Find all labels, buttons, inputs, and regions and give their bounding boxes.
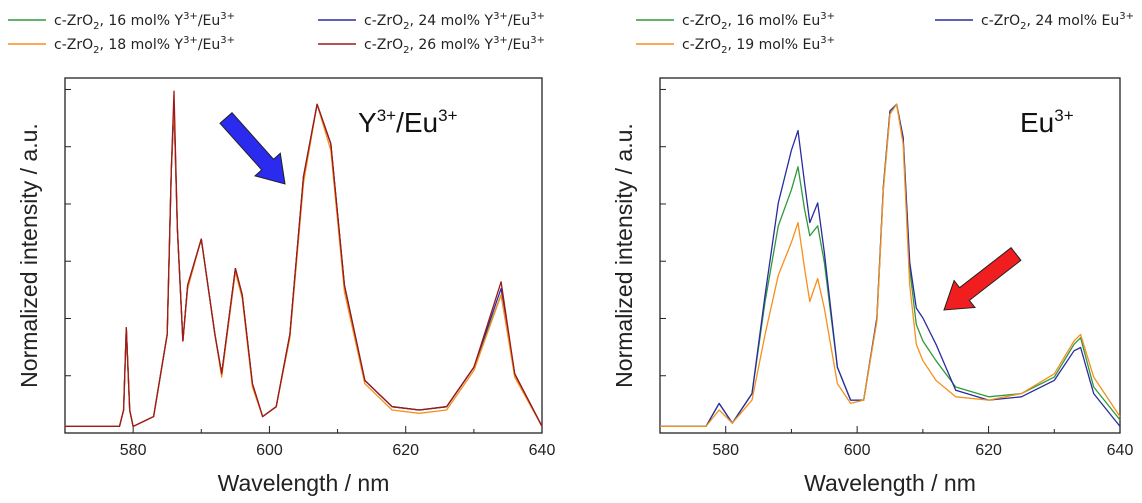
- x-axis-label: Wavelength / nm: [218, 470, 390, 496]
- panel-label: Eu3+: [1020, 106, 1074, 138]
- x-tick-label: 600: [844, 442, 871, 459]
- plot-frame: [64, 77, 543, 434]
- x-axis-label: Wavelength / nm: [804, 470, 976, 496]
- x-tick-label: 580: [712, 442, 739, 459]
- plot-frame: [659, 77, 1121, 434]
- series-line-3: [660, 103, 1121, 428]
- x-tick-label: 600: [256, 442, 283, 459]
- y-axis-label: Normalized intensity / a.u.: [16, 123, 42, 388]
- arrow-icon: [219, 111, 286, 185]
- x-tick-label: 640: [1107, 442, 1134, 459]
- series-line-3: [65, 103, 543, 428]
- x-tick-label: 640: [529, 442, 556, 459]
- legend-label: c-ZrO2, 18 mol% Y3+/Eu3+: [54, 35, 235, 56]
- legend: c-ZrO2, 16 mol% Y3+/Eu3+ c-ZrO2, 24 mol% …: [8, 11, 545, 56]
- legend-label: c-ZrO2, 24 mol% Eu3+: [981, 11, 1134, 32]
- series-line-1: [660, 103, 1121, 428]
- legend-label: c-ZrO2, 26 mol% Y3+/Eu3+: [364, 35, 545, 56]
- legend-label: c-ZrO2, 24 mol% Y3+/Eu3+: [364, 11, 545, 32]
- legend-label: c-ZrO2, 16 mol% Y3+/Eu3+: [54, 11, 235, 32]
- x-tick-label: 620: [392, 442, 419, 459]
- legend-label: c-ZrO2, 16 mol% Eu3+: [682, 11, 835, 32]
- x-tick-label: 620: [975, 442, 1002, 459]
- series-line-1: [65, 103, 543, 428]
- arrow-icon: [943, 246, 1022, 311]
- panel-label: Y3+/Eu3+: [358, 106, 458, 138]
- x-tick-label: 580: [120, 442, 147, 459]
- series-line-4: [65, 90, 543, 428]
- legend-label: c-ZrO2, 19 mol% Eu3+: [682, 35, 835, 56]
- legend: c-ZrO2, 16 mol% Eu3+ c-ZrO2, 24 mol% Eu3+…: [636, 11, 1134, 56]
- series-line-2: [65, 103, 543, 428]
- y-axis-label: Normalized intensity / a.u.: [611, 123, 637, 388]
- chart-panel-2: 580 600 620 640 Wavelength / nm Normalized in…: [611, 11, 1134, 496]
- chart-panel-1: 580 600 620 640 Wavelength / nm Normalized in…: [8, 11, 555, 496]
